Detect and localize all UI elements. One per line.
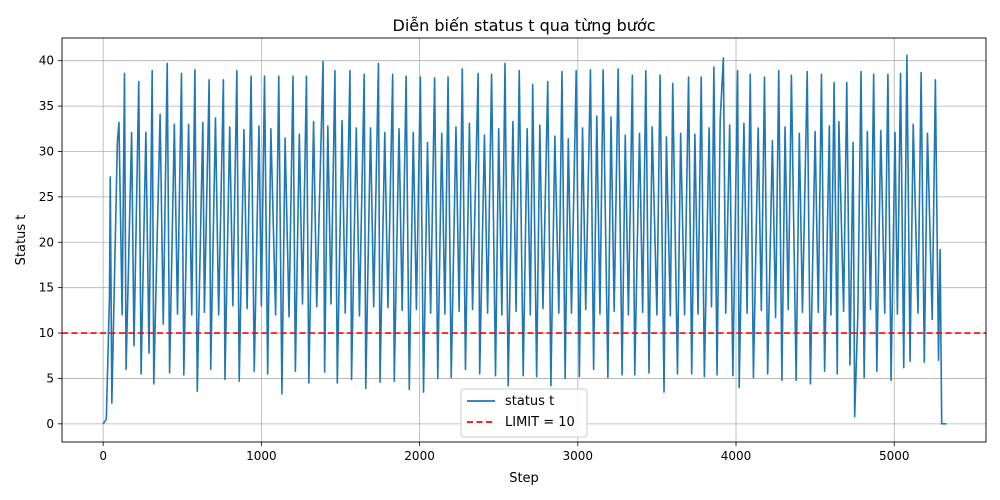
x-axis-label: Step [509, 471, 539, 486]
y-tick-label: 15 [39, 281, 54, 295]
legend-label-limit: LIMIT = 10 [505, 415, 575, 430]
y-tick-label: 5 [46, 371, 54, 385]
plot-area [62, 54, 986, 425]
y-tick-label: 0 [46, 417, 54, 431]
x-tick-label: 0 [99, 449, 107, 463]
y-tick-label: 35 [39, 99, 54, 113]
y-axis-label: Status t [14, 215, 29, 266]
x-axis: 0 1000 2000 3000 4000 5000 [99, 442, 910, 463]
y-tick-label: 25 [39, 190, 54, 204]
x-tick-label: 1000 [246, 449, 277, 463]
y-tick-label: 30 [39, 144, 54, 158]
x-tick-label: 3000 [563, 449, 594, 463]
x-tick-label: 2000 [404, 449, 435, 463]
y-tick-label: 20 [39, 235, 54, 249]
y-axis: 0 5 10 15 20 25 30 35 40 [39, 54, 62, 431]
x-tick-label: 4000 [721, 449, 752, 463]
chart-title: Diễn biến status t qua từng bước [393, 16, 656, 35]
y-tick-label: 10 [39, 326, 54, 340]
legend: status t LIMIT = 10 [460, 388, 588, 438]
plot-frame [61, 37, 987, 443]
series-line-status-t [102, 54, 947, 425]
y-tick-label: 40 [39, 54, 54, 68]
x-tick-label: 5000 [879, 449, 910, 463]
legend-label-status-t: status t [505, 394, 554, 409]
